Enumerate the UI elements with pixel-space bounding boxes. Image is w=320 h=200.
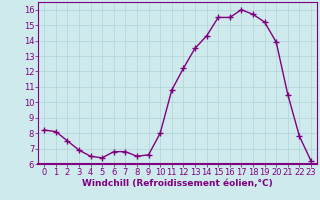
X-axis label: Windchill (Refroidissement éolien,°C): Windchill (Refroidissement éolien,°C) [82, 179, 273, 188]
